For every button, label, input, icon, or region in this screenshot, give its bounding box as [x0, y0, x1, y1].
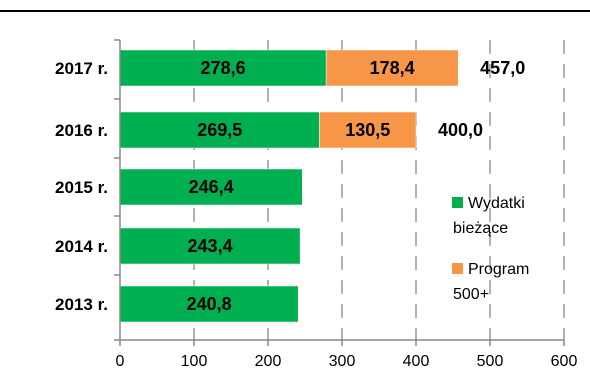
legend-label: bieżące	[453, 220, 508, 237]
bar-value-label: 240,8	[187, 294, 232, 314]
bar-value-label: 269,5	[197, 120, 242, 140]
bar-wydatki-2	[119, 168, 303, 206]
bar-program-1	[319, 111, 417, 149]
x-tick-label: 500	[477, 353, 504, 370]
bar-value-label: 243,4	[188, 236, 233, 256]
bar-value-label: 130,5	[345, 120, 390, 140]
legend-swatch-program	[452, 263, 463, 274]
legend-swatch-wydatki	[452, 197, 463, 208]
legend-label: Wydatki	[468, 195, 525, 212]
x-tick-label: 400	[403, 353, 430, 370]
bar-value-label: 246,4	[189, 177, 234, 197]
bar-wydatki-4	[119, 285, 299, 323]
x-tick-label: 300	[329, 353, 356, 370]
total-label: 457,0	[480, 58, 525, 78]
bar-value-label: 178,4	[370, 58, 415, 78]
bar-wydatki-1	[119, 111, 320, 149]
category-label: 2013 r.	[55, 295, 108, 314]
category-label: 2017 r.	[55, 59, 108, 78]
labels: 278,6 178,4 457,0 2017 r. 269,5 130,5 400,0 201…	[55, 58, 525, 314]
bar-wydatki-3	[119, 227, 301, 265]
bars	[119, 49, 459, 323]
total-label: 400,0	[438, 120, 483, 140]
legend-label: 500+	[453, 286, 489, 303]
x-tick-label: 600	[551, 353, 578, 370]
legend-label: Program	[468, 261, 529, 278]
bar-value-label: 278,6	[201, 58, 246, 78]
x-tick-label: 100	[181, 353, 208, 370]
x-tick-label: 0	[116, 353, 125, 370]
category-label: 2014 r.	[55, 237, 108, 256]
category-label: 2016 r.	[55, 121, 108, 140]
legend: Wydatki bieżące Program 500+	[452, 195, 529, 303]
axes: 0 100 200 300 400 500 600	[114, 39, 578, 370]
category-label: 2015 r.	[55, 178, 108, 197]
x-tick-label: 200	[255, 353, 282, 370]
bar-program-0	[325, 49, 459, 87]
